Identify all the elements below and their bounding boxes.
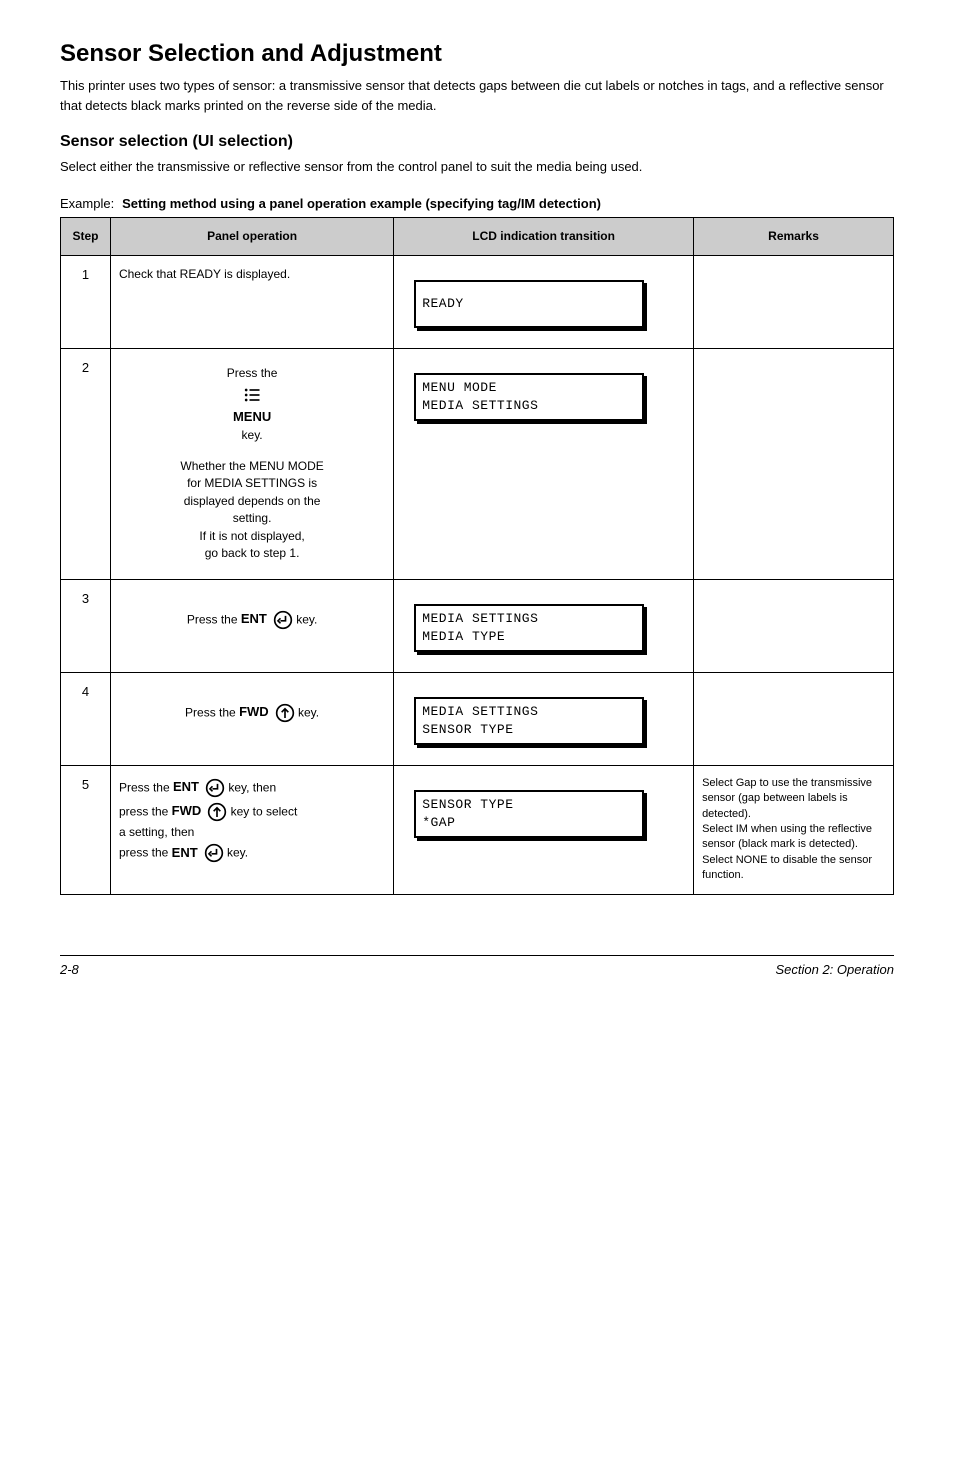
lcd-display: SENSOR TYPE*GAP xyxy=(414,790,644,838)
remarks-cell xyxy=(694,348,894,579)
lcd-line2: *GAP xyxy=(422,814,636,832)
lcd-display: READY xyxy=(414,280,644,328)
th-rem: Remarks xyxy=(694,217,894,255)
lcd-display: MENU MODEMEDIA SETTINGS xyxy=(414,373,644,421)
op-cell: Press the MENU key.Whether the MENU MODE… xyxy=(110,348,393,579)
lcd-line2: SENSOR TYPE xyxy=(422,721,636,739)
step-cell: 4 xyxy=(61,672,111,765)
disp-cell: MEDIA SETTINGSSENSOR TYPE xyxy=(394,672,694,765)
disp-cell: MENU MODEMEDIA SETTINGS xyxy=(394,348,694,579)
lcd-line1: READY xyxy=(422,295,636,313)
page-footer: 2-8 Section 2: Operation xyxy=(60,955,894,977)
remarks-cell xyxy=(694,255,894,348)
example-bold: Setting method using a panel operation e… xyxy=(122,196,601,211)
ent-button[interactable]: ENT xyxy=(172,841,224,865)
op-cell: Press the ENT key, thenpress the FWD key… xyxy=(110,765,393,894)
ent-button[interactable]: ENT xyxy=(241,608,293,632)
lcd-line1: MEDIA SETTINGS xyxy=(422,703,636,721)
example-label: Example: xyxy=(60,196,114,211)
remarks-cell: Select Gap to use the transmissive senso… xyxy=(694,765,894,894)
step-cell: 2 xyxy=(61,348,111,579)
lcd-line1: SENSOR TYPE xyxy=(422,796,636,814)
table-header-row: Step Panel operation LCD indication tran… xyxy=(61,217,894,255)
th-disp: LCD indication transition xyxy=(394,217,694,255)
disp-cell: READY xyxy=(394,255,694,348)
section-title: Sensor selection (UI selection) xyxy=(60,133,894,151)
remarks-cell xyxy=(694,672,894,765)
fwd-button[interactable]: FWD xyxy=(239,701,295,725)
ent-button[interactable]: ENT xyxy=(173,776,225,800)
table-row: 4Press the FWD key. MEDIA SETTINGSSENSOR … xyxy=(61,672,894,765)
menu-icon xyxy=(242,385,262,405)
intro-text: This printer uses two types of sensor: a… xyxy=(60,76,894,115)
lcd-line2: MEDIA TYPE xyxy=(422,628,636,646)
fwd-icon xyxy=(207,802,227,822)
lcd-line1: MENU MODE xyxy=(422,379,636,397)
enter-icon xyxy=(273,610,293,630)
step-cell: 3 xyxy=(61,579,111,672)
fwd-button[interactable]: FWD xyxy=(172,800,228,824)
step-cell: 5 xyxy=(61,765,111,894)
th-op: Panel operation xyxy=(110,217,393,255)
table-row: 3Press the ENT key. MEDIA SETTINGSMEDIA T… xyxy=(61,579,894,672)
step-cell: 1 xyxy=(61,255,111,348)
lcd-line2: MEDIA SETTINGS xyxy=(422,397,636,415)
disp-cell: SENSOR TYPE*GAP xyxy=(394,765,694,894)
disp-cell: MEDIA SETTINGSMEDIA TYPE xyxy=(394,579,694,672)
enter-icon xyxy=(204,843,224,863)
op-cell: Press the FWD key. xyxy=(110,672,393,765)
remarks-cell xyxy=(694,579,894,672)
lcd-display: MEDIA SETTINGSSENSOR TYPE xyxy=(414,697,644,745)
enter-icon xyxy=(205,778,225,798)
page-title: Sensor Selection and Adjustment xyxy=(60,40,894,68)
lcd-display: MEDIA SETTINGSMEDIA TYPE xyxy=(414,604,644,652)
table-row: 1Check that READY is displayed. READY xyxy=(61,255,894,348)
th-step: Step xyxy=(61,217,111,255)
op-cell: Check that READY is displayed. xyxy=(110,255,393,348)
footer-left: 2-8 xyxy=(60,962,79,977)
table-row: 2Press the MENU key.Whether the MENU MOD… xyxy=(61,348,894,579)
section-body: Select either the transmissive or reflec… xyxy=(60,157,894,177)
menu-button[interactable]: MENU xyxy=(233,383,271,427)
footer-right: Section 2: Operation xyxy=(775,962,894,977)
lcd-line1: MEDIA SETTINGS xyxy=(422,610,636,628)
table-row: 5Press the ENT key, thenpress the FWD ke… xyxy=(61,765,894,894)
op-cell: Press the ENT key. xyxy=(110,579,393,672)
steps-table: Step Panel operation LCD indication tran… xyxy=(60,217,894,895)
fwd-icon xyxy=(275,703,295,723)
